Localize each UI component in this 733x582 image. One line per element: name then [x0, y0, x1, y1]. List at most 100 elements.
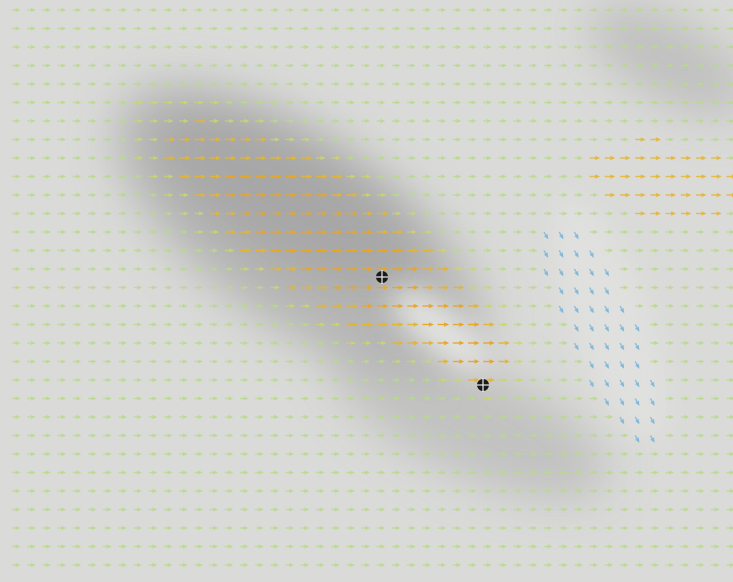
arrow: [352, 303, 358, 309]
arrow: [410, 525, 416, 531]
arrow: [213, 285, 219, 290]
arrow: [106, 44, 112, 50]
arrow: [547, 137, 553, 142]
arrow: [273, 7, 279, 13]
arrow: [106, 266, 112, 272]
arrow: [76, 285, 82, 290]
arrow: [729, 81, 733, 87]
arrow: [198, 100, 204, 105]
arrow: [200, 155, 206, 161]
arrow: [228, 7, 234, 13]
arrow: [319, 562, 325, 568]
arrow: [547, 81, 553, 87]
arrow: [517, 396, 523, 401]
arrow: [517, 285, 523, 290]
arrow: [15, 248, 21, 253]
arrow: [395, 507, 401, 512]
arrow: [276, 211, 282, 216]
arrow: [517, 322, 523, 327]
arrow: [574, 289, 579, 295]
arrow: [608, 100, 614, 105]
arrow: [322, 285, 328, 290]
arrow: [577, 359, 583, 364]
arrow: [167, 414, 173, 420]
arrow: [532, 229, 538, 235]
arrow: [486, 63, 492, 68]
arrow: [653, 100, 659, 105]
arrow: [714, 44, 720, 50]
arrow: [456, 211, 462, 216]
arrow: [425, 470, 431, 475]
arrow: [501, 470, 507, 475]
arrow: [562, 544, 568, 549]
arrow: [182, 266, 188, 272]
arrow: [30, 433, 36, 438]
arrow: [213, 470, 219, 475]
arrow: [486, 414, 492, 420]
arrow: [228, 285, 234, 290]
arrow: [638, 100, 644, 105]
arrow: [623, 211, 629, 216]
arrow: [289, 377, 295, 383]
arrow: [365, 433, 371, 438]
arrow: [380, 118, 386, 124]
arrow: [444, 303, 450, 309]
arrow: [669, 229, 675, 235]
arrow: [456, 137, 462, 142]
arrow: [456, 229, 462, 235]
arrow: [640, 174, 646, 179]
arrow: [425, 451, 431, 457]
arrow: [562, 322, 568, 327]
arrow: [243, 26, 249, 31]
arrow: [182, 451, 188, 457]
arrow: [349, 377, 355, 383]
arrow: [638, 525, 644, 531]
arrow: [334, 7, 340, 13]
arrow: [623, 433, 629, 438]
arrow: [619, 344, 625, 351]
arrow: [380, 377, 386, 383]
arrow: [121, 26, 127, 31]
arrow: [152, 44, 158, 50]
arrow: [684, 100, 690, 105]
arrow: [547, 470, 553, 475]
arrow: [623, 81, 629, 87]
arrow: [228, 470, 234, 475]
arrow: [457, 377, 463, 383]
arrow: [653, 26, 659, 31]
arrow: [305, 303, 311, 309]
arrow: [398, 248, 404, 253]
arrow: [337, 174, 343, 179]
arrow: [504, 359, 510, 364]
arrow: [121, 359, 127, 364]
arrow: [197, 414, 203, 420]
arrow: [182, 81, 188, 87]
arrow: [30, 470, 36, 475]
arrow: [517, 525, 523, 531]
arrow: [243, 303, 249, 309]
arrow: [106, 7, 112, 13]
arrow: [380, 544, 386, 549]
arrow: [334, 451, 340, 457]
arrow: [228, 377, 234, 383]
arrow: [608, 118, 614, 124]
arrow: [197, 340, 203, 346]
arrow: [562, 81, 568, 87]
arrow: [152, 81, 158, 87]
arrow: [471, 63, 477, 68]
arrow: [274, 285, 280, 290]
arrow: [30, 174, 36, 179]
arrow: [411, 359, 417, 364]
arrow: [653, 118, 659, 124]
arrow: [395, 137, 401, 142]
marker: [376, 270, 388, 284]
arrow: [593, 26, 599, 31]
arrow: [699, 137, 705, 142]
arrow: [532, 7, 538, 13]
arrow: [623, 118, 629, 124]
arrow: [213, 322, 219, 327]
arrow: [425, 544, 431, 549]
arrow: [547, 414, 553, 420]
arrow: [410, 396, 416, 401]
arrow: [152, 63, 158, 68]
